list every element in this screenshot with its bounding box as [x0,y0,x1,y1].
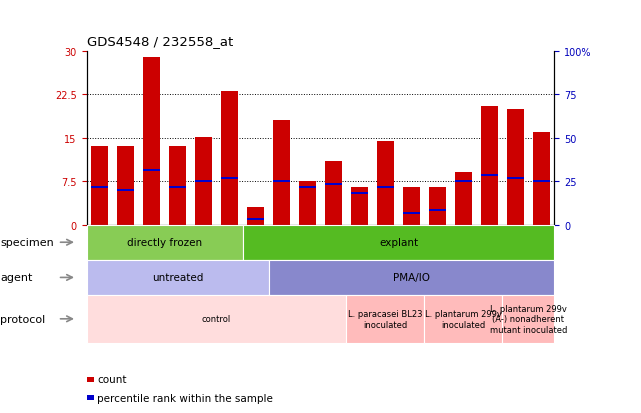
Bar [351,192,368,194]
Text: L. plantarum 299v
(A-) nonadherent
mutant inoculated: L. plantarum 299v (A-) nonadherent mutan… [490,304,567,334]
Bar [221,92,238,225]
Bar [481,175,498,177]
Text: control: control [202,315,231,323]
Text: explant: explant [379,237,418,248]
Bar [429,188,446,225]
Bar [195,137,212,225]
Bar [507,178,524,180]
Bar [455,181,472,183]
Bar [273,181,290,183]
Bar [169,147,186,225]
Bar [351,188,368,225]
Bar [377,141,394,225]
Text: untreated: untreated [152,273,203,283]
Bar [429,210,446,211]
Bar [481,107,498,225]
Text: L. paracasei BL23
inoculated: L. paracasei BL23 inoculated [348,309,423,329]
Bar [455,173,472,225]
Text: count: count [97,374,127,384]
Bar [221,178,238,180]
Bar [247,208,264,225]
Bar [507,109,524,225]
Text: GDS4548 / 232558_at: GDS4548 / 232558_at [87,35,233,47]
Bar [247,218,264,220]
Bar [533,181,550,183]
Bar [325,184,342,185]
Text: protocol: protocol [0,314,46,324]
Bar [143,169,160,171]
Text: specimen: specimen [0,237,54,248]
Text: PMA/IO: PMA/IO [393,273,430,283]
Bar [169,187,186,188]
Bar [403,213,420,214]
Bar [299,182,316,225]
Text: agent: agent [0,273,33,283]
Bar [91,187,108,188]
Bar [195,181,212,183]
Text: percentile rank within the sample: percentile rank within the sample [97,393,273,403]
Bar [325,161,342,225]
Bar [117,147,134,225]
Text: directly frozen: directly frozen [127,237,202,248]
Bar [377,187,394,188]
Bar [299,187,316,188]
Bar [117,190,134,191]
Bar [143,57,160,225]
Bar [403,188,420,225]
Bar [533,133,550,225]
Bar [91,147,108,225]
Bar [273,121,290,225]
Text: L. plantarum 299v
inoculated: L. plantarum 299v inoculated [425,309,502,329]
